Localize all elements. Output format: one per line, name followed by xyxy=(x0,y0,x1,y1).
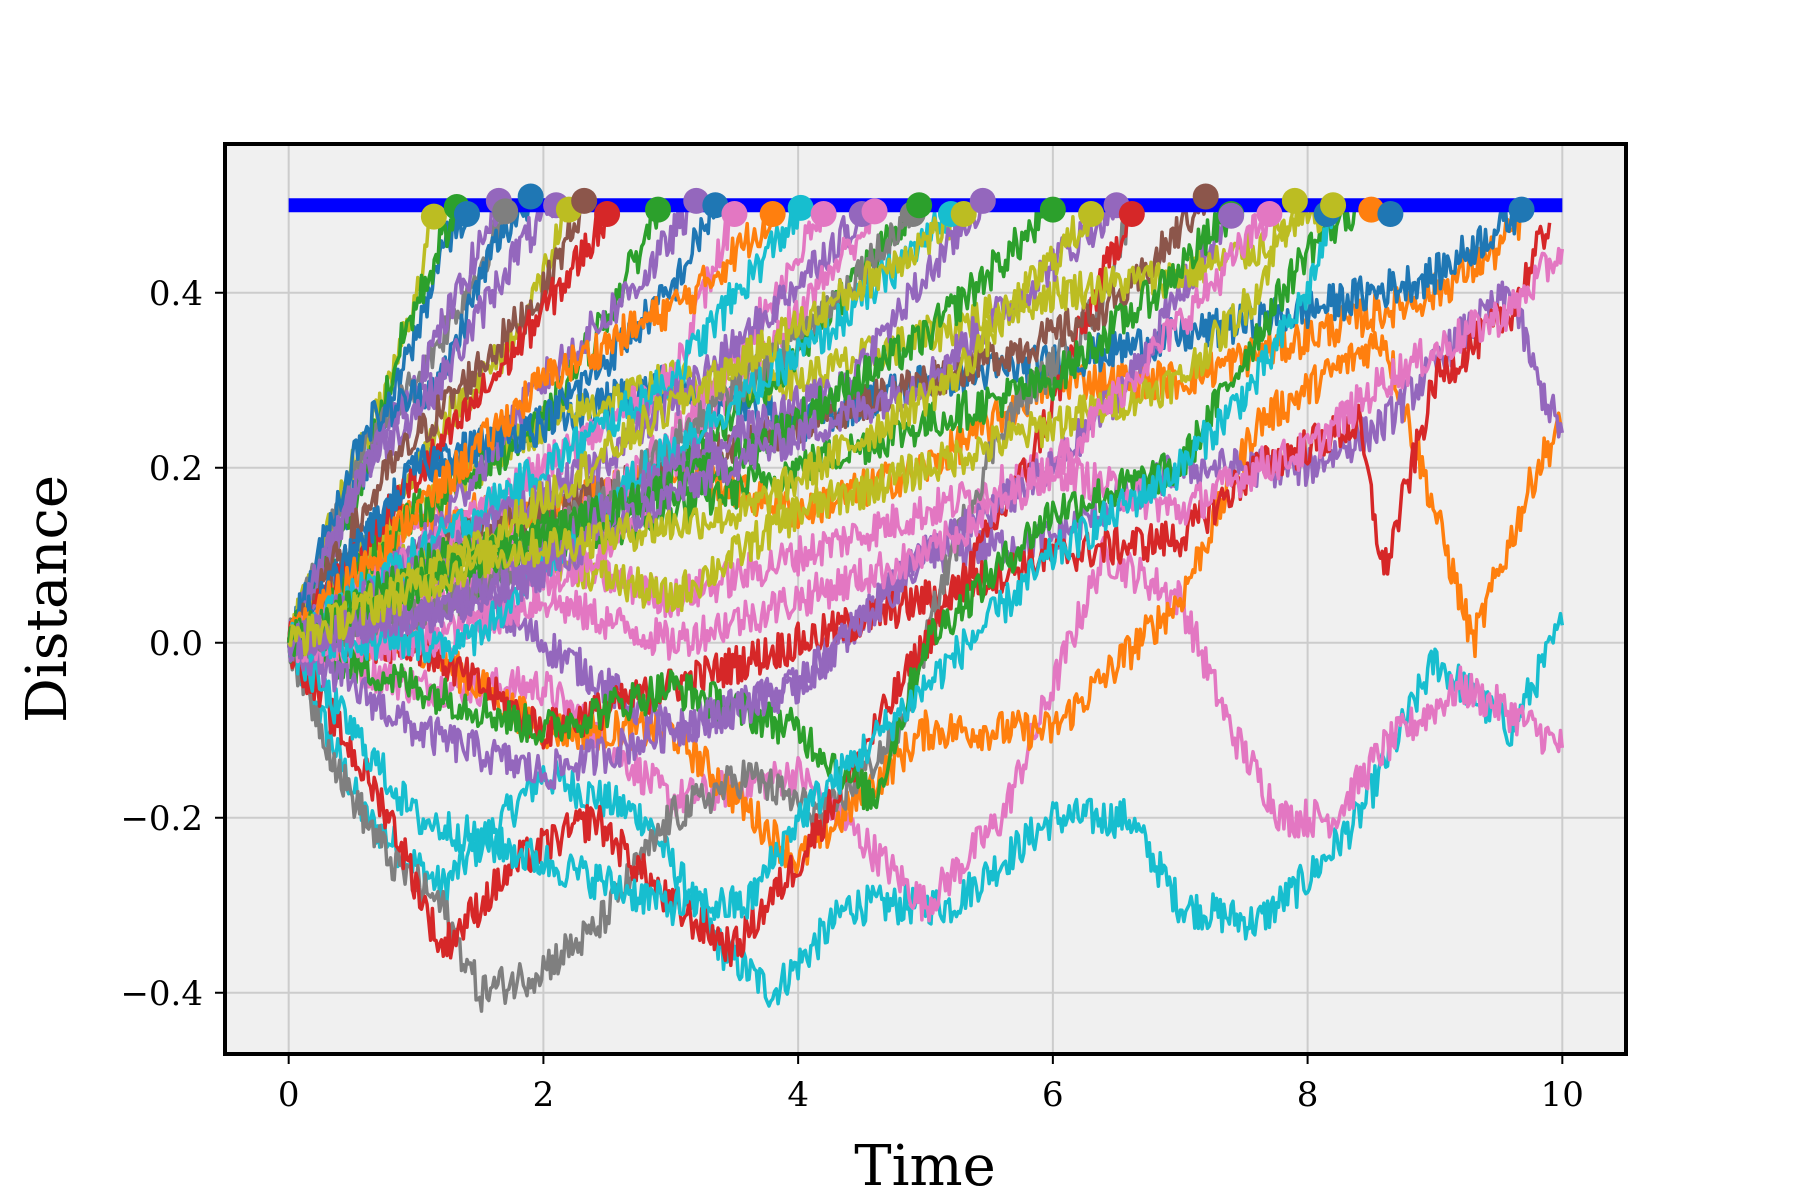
series-layer xyxy=(286,203,1565,1013)
hit-marker xyxy=(517,183,544,210)
series-line xyxy=(286,213,775,651)
hit-marker xyxy=(1218,202,1245,229)
x-tick-label: 6 xyxy=(1042,1075,1064,1115)
x-tick-label: 2 xyxy=(533,1075,555,1115)
axis-ticks: 0 2 4 6 8 10 −0.4 −0.2 0.0 0.2 0.4 xyxy=(120,274,1584,1115)
series-line xyxy=(286,204,584,643)
y-tick-label: −0.4 xyxy=(120,974,203,1014)
x-tick-label: 10 xyxy=(1541,1075,1584,1115)
series-line xyxy=(286,203,718,659)
x-axis-label: Time xyxy=(854,1134,996,1199)
hit-marker xyxy=(787,194,814,221)
series-line xyxy=(287,213,1093,657)
hit-markers xyxy=(420,183,1535,230)
hit-marker xyxy=(453,201,480,227)
hit-marker xyxy=(1508,196,1535,223)
x-tick-label: 0 xyxy=(278,1075,300,1115)
hit-marker xyxy=(645,196,672,223)
hit-marker xyxy=(759,201,786,227)
hit-marker xyxy=(861,198,888,225)
series-line xyxy=(286,204,1132,1013)
y-tick-label: 0.2 xyxy=(149,449,203,489)
series-line xyxy=(286,204,1335,927)
hit-marker xyxy=(571,187,598,214)
hit-marker xyxy=(492,198,519,225)
hit-marker xyxy=(1320,192,1347,219)
hit-marker xyxy=(1281,187,1308,214)
plot-frame xyxy=(223,142,1628,1056)
hit-marker xyxy=(594,201,621,227)
hit-marker xyxy=(810,201,837,227)
y-tick-label: 0.4 xyxy=(149,274,203,314)
hit-marker xyxy=(1377,201,1404,227)
series-line xyxy=(286,210,1232,790)
hit-marker xyxy=(1256,201,1283,227)
series-line xyxy=(286,203,1359,812)
hit-marker xyxy=(906,192,933,219)
hit-marker xyxy=(721,201,748,227)
y-tick-label: −0.2 xyxy=(120,799,203,839)
x-tick-label: 4 xyxy=(787,1075,809,1115)
series-line xyxy=(286,203,803,658)
y-axis-label: Distance xyxy=(15,475,80,723)
hit-marker xyxy=(969,187,996,214)
hit-marker xyxy=(950,201,977,227)
hit-marker xyxy=(1192,183,1219,210)
series-line xyxy=(287,203,557,648)
series-line xyxy=(287,611,1565,1008)
x-tick-label: 8 xyxy=(1297,1075,1319,1115)
hit-marker xyxy=(420,203,447,230)
hit-marker xyxy=(1039,196,1066,223)
hit-marker xyxy=(1078,201,1105,227)
y-tick-label: 0.0 xyxy=(149,624,203,664)
series-line xyxy=(287,203,966,657)
series-line xyxy=(286,203,501,643)
hit-marker xyxy=(1118,201,1145,227)
